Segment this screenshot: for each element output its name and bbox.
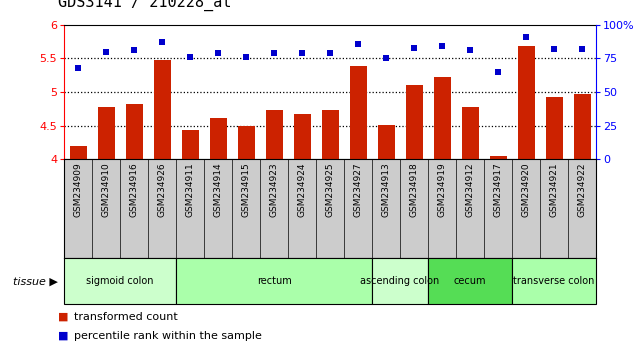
- Text: tissue ▶: tissue ▶: [13, 276, 58, 286]
- Text: ■: ■: [58, 331, 68, 341]
- Bar: [434, 77, 451, 159]
- Text: GSM234925: GSM234925: [326, 162, 335, 217]
- Text: GSM234917: GSM234917: [494, 162, 503, 217]
- Text: GSM234914: GSM234914: [213, 162, 222, 217]
- Text: GSM234920: GSM234920: [522, 162, 531, 217]
- Text: transformed count: transformed count: [74, 312, 178, 321]
- Bar: [462, 107, 479, 159]
- Text: rectum: rectum: [257, 276, 292, 286]
- Bar: [97, 107, 115, 159]
- Text: percentile rank within the sample: percentile rank within the sample: [74, 331, 262, 341]
- Point: [381, 56, 391, 61]
- Text: GSM234911: GSM234911: [186, 162, 195, 217]
- Point: [549, 46, 559, 52]
- Point: [73, 65, 83, 71]
- Bar: [428, 258, 512, 304]
- Text: GSM234912: GSM234912: [465, 162, 474, 217]
- Point: [577, 46, 587, 52]
- Bar: [210, 118, 226, 159]
- Point: [409, 45, 419, 51]
- Bar: [378, 125, 394, 159]
- Text: GSM234922: GSM234922: [578, 162, 587, 217]
- Text: transverse colon: transverse colon: [513, 276, 595, 286]
- Bar: [350, 67, 367, 159]
- Point: [521, 34, 531, 40]
- Text: GSM234909: GSM234909: [74, 162, 83, 217]
- Bar: [266, 109, 283, 159]
- Bar: [490, 156, 506, 159]
- Text: cecum: cecum: [454, 276, 487, 286]
- Bar: [574, 94, 590, 159]
- Point: [353, 41, 363, 46]
- Text: GSM234910: GSM234910: [102, 162, 111, 217]
- Point: [269, 50, 279, 56]
- Text: ■: ■: [58, 312, 68, 321]
- Text: ascending colon: ascending colon: [360, 276, 440, 286]
- Text: GSM234923: GSM234923: [270, 162, 279, 217]
- Bar: [176, 258, 372, 304]
- Bar: [372, 258, 428, 304]
- Text: GSM234921: GSM234921: [549, 162, 558, 217]
- Bar: [518, 46, 535, 159]
- Text: GSM234913: GSM234913: [381, 162, 390, 217]
- Point: [157, 39, 167, 45]
- Text: GSM234916: GSM234916: [129, 162, 138, 217]
- Point: [129, 47, 139, 53]
- Bar: [406, 85, 422, 159]
- Bar: [126, 104, 142, 159]
- Point: [437, 44, 447, 49]
- Text: GSM234918: GSM234918: [410, 162, 419, 217]
- Text: sigmoid colon: sigmoid colon: [87, 276, 154, 286]
- Bar: [154, 61, 171, 159]
- Text: GSM234927: GSM234927: [354, 162, 363, 217]
- Bar: [322, 109, 338, 159]
- Bar: [545, 97, 563, 159]
- Text: GSM234915: GSM234915: [242, 162, 251, 217]
- Text: GSM234924: GSM234924: [297, 162, 306, 217]
- Text: GSM234919: GSM234919: [438, 162, 447, 217]
- Text: GDS3141 / 210228_at: GDS3141 / 210228_at: [58, 0, 231, 11]
- Bar: [294, 114, 310, 159]
- Bar: [512, 258, 596, 304]
- Point: [213, 50, 223, 56]
- Bar: [70, 146, 87, 159]
- Point: [241, 54, 251, 60]
- Point: [325, 50, 335, 56]
- Point: [185, 54, 196, 60]
- Point: [465, 47, 475, 53]
- Point: [493, 69, 503, 75]
- Point: [297, 50, 307, 56]
- Bar: [181, 130, 199, 159]
- Bar: [64, 258, 176, 304]
- Bar: [238, 126, 254, 159]
- Point: [101, 49, 112, 55]
- Text: GSM234926: GSM234926: [158, 162, 167, 217]
